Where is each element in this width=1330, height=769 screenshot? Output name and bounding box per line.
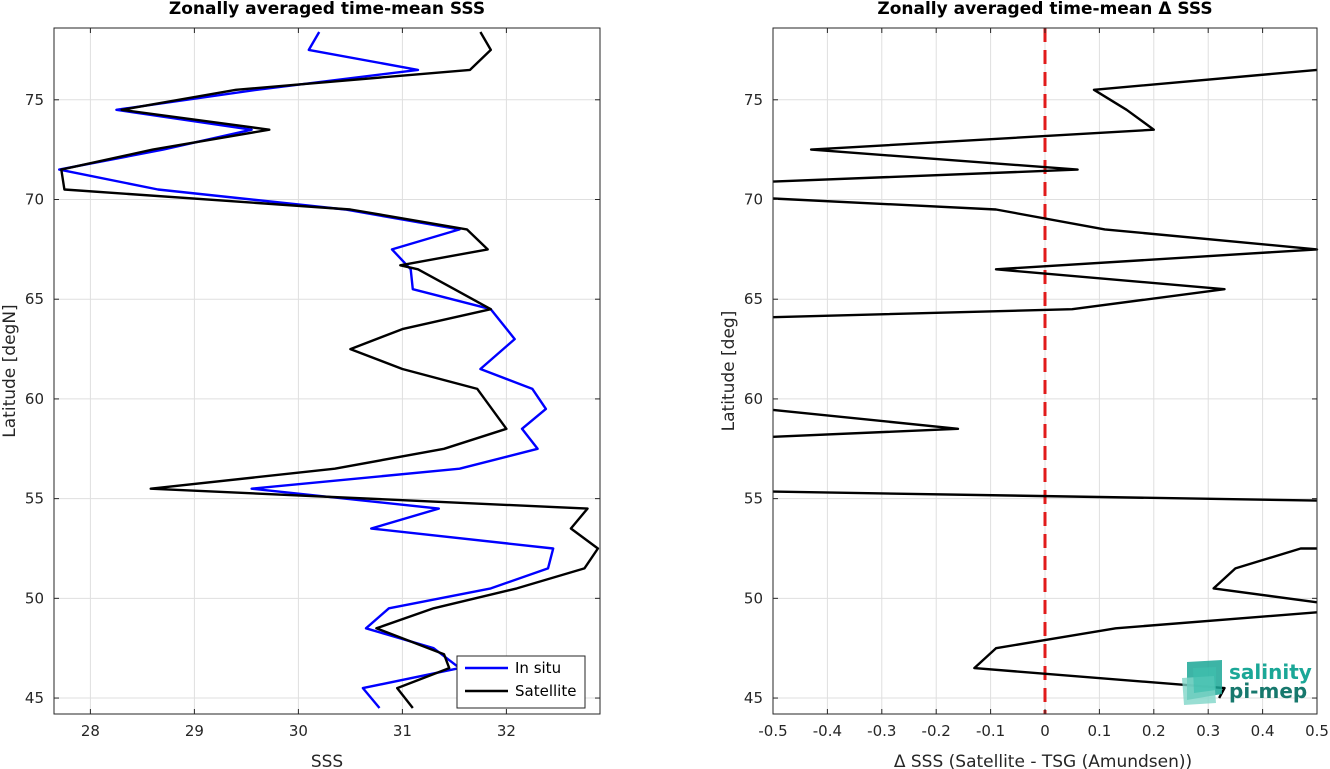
logo-text-pi-mep: pi-mep [1229,679,1307,703]
left-series [58,31,600,709]
x-tick-label: 30 [289,722,308,740]
x-tick-label: 0.2 [1142,722,1166,740]
x-tick-label: 32 [497,722,516,740]
delta-sss-line [1212,547,1318,604]
y-tick-label: 65 [744,290,763,308]
delta-sss-line [772,68,1318,183]
x-tick-label: 0.3 [1196,722,1220,740]
x-tick-label: 0.4 [1251,722,1275,740]
y-tick-label: 75 [744,91,763,109]
y-tick-label: 70 [25,191,44,209]
delta-sss-line [973,611,1318,699]
x-tick-label: 29 [185,722,204,740]
y-tick-label: 50 [744,589,763,607]
y-tick-label: 60 [25,390,44,408]
right-panel: -0.5 -0.4 -0.3 -0.2 -0.1 0 0.1 0.2 0.3 0.4 0.5 45 50… [719,0,1329,769]
x-tick-label: -0.3 [867,722,896,740]
left-ticks: 28 29 30 31 32 45 50 55 60 65 70 75 [25,28,600,740]
x-tick-label: 0 [1040,722,1050,740]
x-tick-label: 31 [393,722,412,740]
x-tick-label: -0.2 [922,722,951,740]
x-tick-label: 0.1 [1087,722,1111,740]
y-tick-label: 65 [25,290,44,308]
logo-mark-icon [1182,660,1222,705]
right-series [772,68,1319,699]
legend-label-satellite: Satellite [515,682,576,700]
x-tick-label: 0.5 [1305,722,1329,740]
logo-text-salinity: salinity [1229,660,1312,684]
delta-sss-line [772,197,1319,319]
y-tick-label: 50 [25,589,44,607]
right-ticks: -0.5 -0.4 -0.3 -0.2 -0.1 0 0.1 0.2 0.3 0.4 0.5 45 50… [744,28,1329,740]
y-tick-label: 45 [25,689,44,707]
right-x-label: Δ SSS (Satellite - TSG (Amundsen)) [894,752,1192,769]
y-tick-label: 45 [744,689,763,707]
legend-box [456,655,586,709]
salinity-pi-mep-logo: salinity pi-mep [1182,660,1312,705]
x-tick-label: -0.4 [813,722,842,740]
right-y-label: Latitude [deg] [719,311,739,432]
y-tick-label: 55 [25,490,44,508]
delta-sss-line [772,490,1318,502]
y-tick-label: 70 [744,191,763,209]
left-y-label: Latitude [degN] [0,304,20,437]
legend: In situ Satellite [456,655,586,709]
legend-label-in-situ: In situ [515,659,561,677]
y-tick-label: 60 [744,390,763,408]
left-x-label: SSS [311,752,343,769]
left-axes-box [53,27,601,715]
y-tick-label: 55 [744,490,763,508]
series-line-satellite [60,31,600,709]
x-tick-label: -0.5 [758,722,787,740]
y-tick-label: 75 [25,91,44,109]
x-tick-label: 28 [81,722,100,740]
right-title: Zonally averaged time-mean Δ SSS [877,0,1212,19]
delta-sss-line [772,408,960,438]
left-plot-area [54,28,600,714]
left-panel: 28 29 30 31 32 45 50 55 60 65 70 75 Zonally average… [0,0,601,769]
x-tick-label: -0.1 [976,722,1005,740]
left-title: Zonally averaged time-mean SSS [169,0,485,19]
